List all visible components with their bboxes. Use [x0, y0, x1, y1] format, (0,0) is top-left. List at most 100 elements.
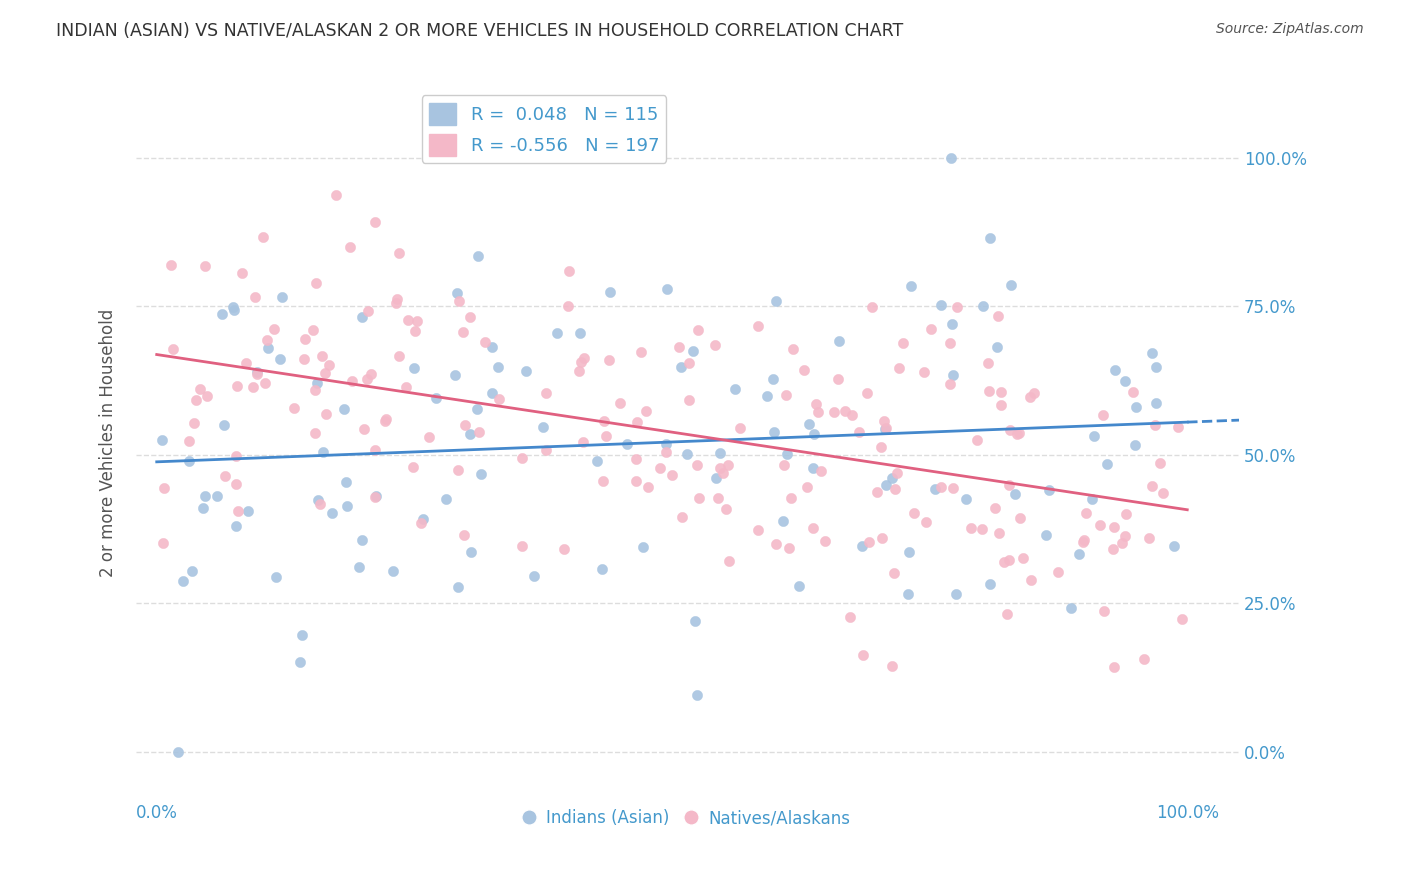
Point — [364, 489, 387, 503]
Point — [534, 385, 557, 400]
Point — [1088, 518, 1111, 533]
Point — [1163, 539, 1185, 553]
Point — [997, 607, 1019, 621]
Point — [350, 310, 373, 325]
Point — [801, 461, 824, 475]
Point — [803, 427, 825, 442]
Point — [402, 361, 425, 376]
Point — [305, 276, 328, 290]
Point — [553, 541, 575, 556]
Point — [993, 555, 1015, 569]
Point — [194, 260, 217, 274]
Point — [669, 359, 692, 374]
Point — [1019, 574, 1042, 588]
Point — [364, 442, 387, 457]
Point — [256, 333, 278, 347]
Point — [225, 519, 247, 533]
Point — [827, 372, 849, 386]
Point — [915, 515, 938, 529]
Point — [1012, 550, 1035, 565]
Point — [1047, 565, 1070, 579]
Point — [404, 324, 426, 338]
Point — [360, 367, 382, 381]
Point — [356, 372, 378, 386]
Point — [875, 421, 897, 435]
Point — [814, 534, 837, 549]
Point — [1092, 604, 1115, 618]
Point — [648, 460, 671, 475]
Point — [772, 514, 794, 528]
Point — [942, 482, 965, 496]
Point — [572, 435, 595, 450]
Point — [955, 492, 977, 507]
Point — [468, 425, 491, 439]
Point — [1137, 531, 1160, 545]
Point — [409, 516, 432, 530]
Point — [302, 323, 325, 337]
Point — [1140, 345, 1163, 359]
Point — [630, 345, 652, 359]
Point — [1114, 374, 1136, 388]
Point — [425, 391, 447, 405]
Point — [381, 565, 404, 579]
Point — [655, 445, 678, 459]
Point — [481, 385, 503, 400]
Point — [924, 483, 946, 497]
Point — [626, 474, 648, 488]
Point — [167, 745, 190, 759]
Point — [866, 484, 889, 499]
Point — [714, 501, 737, 516]
Point — [988, 525, 1011, 540]
Point — [806, 397, 828, 411]
Point — [875, 422, 897, 436]
Point — [315, 408, 337, 422]
Point — [1104, 362, 1126, 376]
Point — [447, 463, 470, 477]
Point — [685, 615, 707, 629]
Point — [246, 366, 269, 380]
Point — [152, 535, 174, 549]
Point — [990, 398, 1012, 412]
Point — [557, 263, 579, 277]
Text: INDIAN (ASIAN) VS NATIVE/ALASKAN 2 OR MORE VEHICLES IN HOUSEHOLD CORRELATION CHA: INDIAN (ASIAN) VS NATIVE/ALASKAN 2 OR MO… — [56, 22, 904, 40]
Point — [682, 343, 704, 358]
Point — [347, 560, 370, 574]
Point — [875, 477, 897, 491]
Point — [481, 340, 503, 354]
Point — [1144, 359, 1167, 374]
Point — [254, 376, 277, 391]
Point — [704, 471, 727, 485]
Point — [574, 351, 596, 366]
Point — [1076, 506, 1098, 520]
Point — [990, 384, 1012, 399]
Point — [162, 342, 184, 356]
Point — [960, 521, 983, 535]
Point — [704, 338, 727, 352]
Point — [883, 482, 905, 496]
Point — [787, 579, 810, 593]
Point — [1018, 390, 1040, 404]
Point — [454, 417, 477, 432]
Point — [186, 393, 208, 408]
Point — [634, 403, 657, 417]
Point — [872, 414, 894, 428]
Point — [1083, 429, 1105, 443]
Point — [626, 452, 648, 467]
Point — [920, 322, 942, 336]
Point — [474, 334, 496, 349]
Point — [595, 429, 617, 443]
Point — [858, 534, 880, 549]
Point — [998, 423, 1021, 437]
Point — [756, 389, 779, 403]
Point — [655, 282, 678, 296]
Point — [1167, 420, 1189, 434]
Point — [591, 561, 613, 575]
Point — [1171, 612, 1194, 626]
Point — [304, 426, 326, 441]
Point — [1152, 485, 1174, 500]
Point — [225, 477, 247, 491]
Point — [235, 356, 257, 370]
Point — [897, 587, 920, 601]
Point — [599, 285, 621, 299]
Point — [773, 458, 796, 472]
